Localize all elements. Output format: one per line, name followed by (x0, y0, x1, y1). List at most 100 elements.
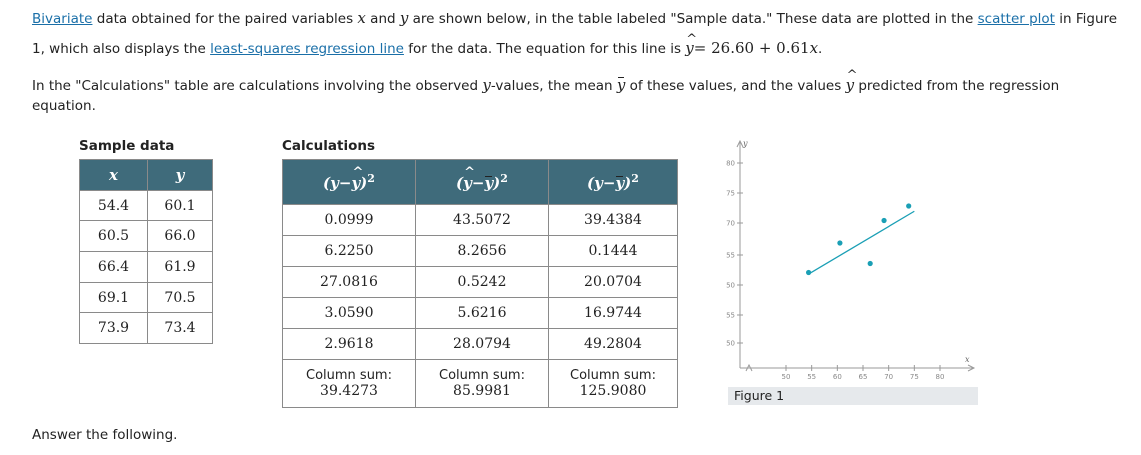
y-tick-label: 70 (726, 220, 735, 228)
sample-cell: 66.4 (79, 251, 148, 283)
x-axis-label: x (965, 355, 970, 364)
calc-cell: 27.0816 (282, 266, 416, 298)
x-tick-label: 55 (807, 373, 816, 381)
table-row: 54.4 60.1 (79, 190, 213, 221)
sample-cell: 66.0 (147, 220, 213, 252)
column-sum-value: 125.9080 (579, 383, 647, 399)
calc-cell: 20.0704 (548, 266, 678, 298)
y-tick-label: 55 (726, 312, 735, 320)
data-point (837, 240, 843, 246)
x-tick-label: 60 (833, 373, 842, 381)
table-row: 2.9618 28.0794 49.2804 (282, 328, 678, 360)
x-tick-label: 50 (782, 373, 791, 381)
intro-text-3: in Figure 1, which also displays the (32, 11, 1118, 57)
x-tick-label: 80 (936, 373, 945, 381)
x-axis-arrow (967, 364, 976, 372)
sample-cell: 61.9 (147, 251, 213, 283)
sample-cell: 60.1 (147, 190, 213, 221)
column-sum-row: Column sum: 39.4273 Column sum: 85.9981 Co… (282, 359, 678, 408)
sample-cell: 60.5 (79, 220, 148, 252)
column-sum-cell: Column sum: 85.9981 (415, 359, 549, 408)
calc-intro-text-2: -values, the mean (490, 78, 617, 94)
table-row: 3.0590 5.6216 16.9744 (282, 297, 678, 329)
column-sum-value: 85.9981 (453, 383, 511, 399)
equation-rhs: = 26.60 + 0.61 (693, 39, 810, 57)
column-sum-label: Column sum: (306, 368, 392, 383)
calc-cell: 0.0999 (282, 204, 416, 236)
calculations-table: (y−y)2 (y−y)2 (y−y)2 0.0999 43.5072 39.4… (282, 159, 678, 408)
intro-text-and: and (365, 11, 400, 27)
x-tick-label: 70 (884, 373, 893, 381)
calc-cell: 16.9744 (548, 297, 678, 329)
column-sum-label: Column sum: (570, 368, 656, 383)
y-tick-label: 50 (726, 340, 735, 348)
y-hat-symbol: y (685, 25, 698, 63)
answer-prompt: Answer the following. (32, 427, 178, 443)
sample-cell: 54.4 (79, 190, 148, 221)
calc-cell: 0.1444 (548, 235, 678, 267)
calc-header-regression-sq: (y−y)2 (415, 159, 549, 205)
var-x: x (357, 9, 366, 27)
y-tick-label: 55 (726, 252, 735, 260)
table-row: 60.5 66.0 (79, 220, 213, 252)
calc-cell: 49.2804 (548, 328, 678, 360)
table-row: 0.0999 43.5072 39.4384 (282, 204, 678, 236)
table-row: 69.1 70.5 (79, 282, 213, 313)
scatter-plot-link[interactable]: scatter plot (977, 11, 1055, 27)
var-y: y (399, 9, 409, 27)
y-bar-symbol: y (616, 76, 626, 94)
x-tick-label: 65 (859, 373, 868, 381)
sample-cell: 70.5 (147, 282, 213, 313)
intro-paragraph: Bivariate data obtained for the paired v… (32, 4, 1122, 64)
sample-header-x: x (79, 159, 148, 191)
column-sum-value: 39.4273 (320, 383, 378, 399)
data-point (906, 203, 912, 209)
intro-period: . (818, 41, 823, 57)
y-hat-symbol-2: y (846, 66, 859, 95)
y-tick-label: 80 (726, 160, 735, 168)
sample-data-table: x y 54.4 60.1 60.5 66.0 66.4 61.9 69.1 7… (79, 159, 213, 344)
calc-cell: 2.9618 (282, 328, 416, 360)
calc-cell: 8.2656 (415, 235, 549, 267)
calc-cell: 3.0590 (282, 297, 416, 329)
data-point (805, 269, 812, 276)
table-row: 73.9 73.4 (79, 312, 213, 344)
bivariate-link[interactable]: Bivariate (32, 11, 93, 27)
sample-header-y: y (147, 159, 213, 191)
calc-cell: 28.0794 (415, 328, 549, 360)
table-row: 27.0816 0.5242 20.0704 (282, 266, 678, 298)
calc-header-total-sq: (y−y)2 (548, 159, 678, 205)
scatter-plot-figure: 80 75 70 55 50 55 50 50 55 60 65 70 75 80 y x (726, 139, 976, 381)
data-point (881, 217, 887, 224)
calc-intro-y: y (482, 76, 491, 94)
calc-cell: 39.4384 (548, 204, 678, 236)
calc-header-residual-sq: (y−y)2 (282, 159, 416, 205)
sample-data-title: Sample data (79, 138, 175, 154)
column-sum-label: Column sum: (439, 368, 525, 383)
calc-cell: 43.5072 (415, 204, 549, 236)
calc-cell: 5.6216 (415, 297, 549, 329)
calc-intro-text-3: of these values, and the values (625, 78, 846, 94)
intro-text-4: for the data. The equation for this line… (403, 41, 686, 57)
equation-x: x (809, 39, 819, 57)
axis-break-mark (745, 363, 753, 372)
y-tick-label: 50 (726, 282, 735, 290)
table-row: 66.4 61.9 (79, 251, 213, 283)
regression-line (808, 210, 915, 275)
table-row: 6.2250 8.2656 0.1444 (282, 235, 678, 267)
intro-text-1: data obtained for the paired variables (92, 11, 358, 27)
calc-cell: 6.2250 (282, 235, 416, 267)
x-tick-label: 75 (910, 373, 919, 381)
sample-cell: 73.4 (147, 312, 213, 344)
column-sum-cell: Column sum: 39.4273 (282, 359, 416, 408)
calculations-title: Calculations (282, 138, 375, 154)
sample-cell: 69.1 (79, 282, 148, 313)
column-sum-cell: Column sum: 125.9080 (548, 359, 678, 408)
calc-intro-text-1: In the "Calculations" table are calculat… (32, 78, 483, 94)
lsrl-link[interactable]: least-squares regression line (210, 41, 404, 57)
calc-intro-text-4: predicted from the regression equation. (32, 78, 1060, 114)
y-axis-arrow (736, 139, 744, 148)
calc-intro-paragraph: In the "Calculations" table are calculat… (32, 66, 1122, 116)
intro-text-2: are shown below, in the table labeled "S… (408, 11, 978, 27)
calc-cell: 0.5242 (415, 266, 549, 298)
